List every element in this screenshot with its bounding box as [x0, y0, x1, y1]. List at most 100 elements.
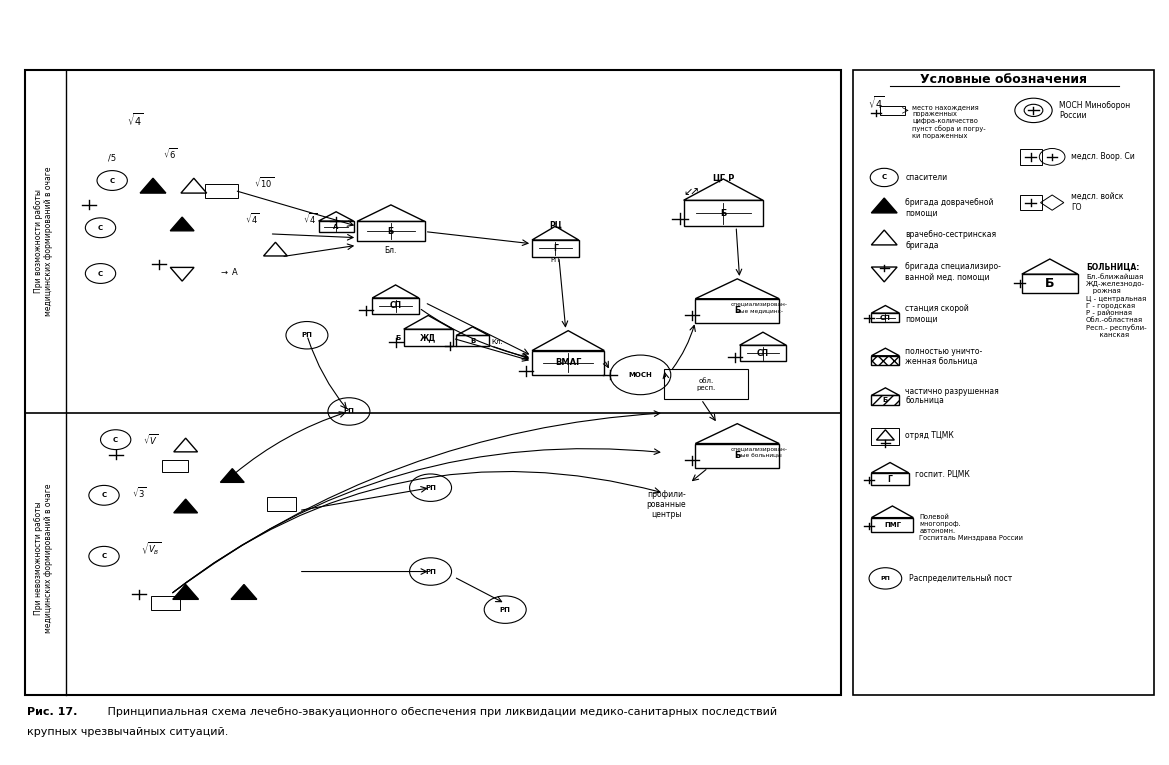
Text: $\sqrt{4}$: $\sqrt{4}$ — [127, 111, 144, 128]
Text: ЦГ.Р: ЦГ.Р — [712, 174, 734, 183]
Text: C: C — [102, 553, 106, 559]
Polygon shape — [1022, 274, 1078, 292]
Polygon shape — [174, 499, 198, 513]
Text: обл.
респ.: обл. респ. — [697, 377, 715, 390]
Bar — [852, 70, 1154, 695]
Polygon shape — [684, 200, 763, 226]
Text: Б: Б — [883, 397, 888, 403]
Text: Кл.: Кл. — [491, 339, 503, 345]
Text: Распределительный пост: Распределительный пост — [908, 574, 1012, 583]
Bar — [879, 106, 905, 115]
Bar — [206, 184, 238, 198]
Text: ПМГ: ПМГ — [884, 522, 901, 528]
Polygon shape — [231, 584, 257, 599]
Polygon shape — [696, 424, 780, 444]
Text: $\sqrt{4}$: $\sqrt{4}$ — [303, 211, 318, 226]
Text: специализирован-
ные медицинс-: специализирован- ные медицинс- — [731, 302, 788, 313]
Polygon shape — [456, 327, 489, 335]
Text: МОСН Миноборон
России: МОСН Миноборон России — [1059, 101, 1130, 120]
Text: Условные обозначения: Условные обозначения — [920, 73, 1087, 86]
Bar — [268, 496, 297, 510]
Text: Принципиальная схема лечебно-эвакуационного обеспечения при ликвидации медико-са: Принципиальная схема лечебно-эвакуационн… — [104, 707, 777, 718]
Text: бригада специализиро-
ванной мед. помощи: бригада специализиро- ванной мед. помощи — [905, 262, 1001, 282]
Polygon shape — [532, 226, 579, 240]
Text: РЦ: РЦ — [549, 221, 562, 230]
Polygon shape — [871, 506, 913, 518]
Polygon shape — [357, 221, 424, 242]
Polygon shape — [871, 313, 899, 322]
Text: Полевой
мнoгопроф.
автономн.
Госпиталь Минздрава России: Полевой мнoгопроф. автономн. Госпиталь М… — [919, 514, 1023, 542]
Bar — [871, 428, 899, 445]
Polygon shape — [171, 217, 194, 231]
Text: РП: РП — [344, 409, 354, 415]
Polygon shape — [403, 315, 452, 329]
Bar — [1019, 195, 1042, 210]
Bar — [664, 369, 748, 399]
Text: место нахождения
пораженных
цифра-количество
пунст сбора и погру-
ки пораженных: место нахождения пораженных цифра-количе… — [912, 103, 985, 138]
Text: Б: Б — [395, 335, 400, 341]
Text: C: C — [113, 437, 118, 443]
Text: А: А — [333, 223, 339, 230]
Polygon shape — [696, 444, 780, 468]
Text: $\sqrt{10}$: $\sqrt{10}$ — [254, 175, 274, 190]
Text: профили-
рованные
центры: профили- рованные центры — [646, 490, 686, 519]
Polygon shape — [532, 330, 604, 350]
Text: Б: Б — [470, 337, 475, 343]
Text: C: C — [102, 493, 106, 498]
Text: Б: Б — [734, 451, 740, 461]
Text: СП: СП — [756, 349, 769, 358]
Bar — [151, 596, 180, 610]
Text: C: C — [881, 174, 887, 181]
Text: $\swarrow\!\!\!\!\nearrow$: $\swarrow\!\!\!\!\nearrow$ — [682, 187, 700, 197]
Text: Г: Г — [553, 244, 558, 253]
Text: БОЛЬНИЦА:: БОЛЬНИЦА: — [1086, 263, 1140, 272]
Text: РП: РП — [426, 568, 436, 575]
Polygon shape — [221, 469, 244, 483]
Text: РП: РП — [551, 257, 560, 262]
Polygon shape — [1022, 259, 1078, 274]
Polygon shape — [456, 335, 489, 346]
Text: Б: Б — [1045, 277, 1054, 290]
Text: Б: Б — [734, 307, 740, 315]
Polygon shape — [319, 212, 353, 221]
Polygon shape — [871, 198, 897, 213]
Polygon shape — [871, 396, 899, 405]
Text: $\sqrt{V_B}$: $\sqrt{V_B}$ — [140, 541, 161, 557]
Text: СП: СП — [389, 301, 402, 311]
Polygon shape — [871, 388, 899, 396]
Text: РП: РП — [426, 485, 436, 490]
Text: отряд ТЦМК: отряд ТЦМК — [905, 431, 954, 441]
Polygon shape — [871, 473, 908, 486]
Text: При возможности работы
медицинских формирований в очаге: При возможности работы медицинских форми… — [34, 167, 53, 316]
Polygon shape — [871, 356, 899, 365]
Polygon shape — [140, 178, 166, 193]
Polygon shape — [532, 240, 579, 257]
Polygon shape — [871, 463, 908, 473]
Text: $\rightarrow$ A: $\rightarrow$ A — [219, 266, 240, 278]
Text: бригада доврачебной
помощи: бригада доврачебной помощи — [905, 198, 994, 218]
Text: $\sqrt{4}$: $\sqrt{4}$ — [244, 211, 260, 226]
Text: СП: СП — [880, 314, 891, 321]
Text: $\sqrt{V}$: $\sqrt{V}$ — [143, 432, 158, 447]
Text: Б: Б — [388, 227, 394, 236]
Text: Рис. 17.: Рис. 17. — [27, 707, 77, 718]
Polygon shape — [871, 348, 899, 356]
Text: При невозможности работы
медицинских формирований в очаге: При невозможности работы медицинских фор… — [34, 483, 53, 633]
Text: спасители: спасители — [905, 173, 947, 182]
Polygon shape — [871, 305, 899, 313]
Bar — [25, 70, 841, 695]
Text: Б: Б — [720, 209, 726, 218]
Polygon shape — [740, 345, 787, 361]
Polygon shape — [372, 298, 419, 314]
Text: МОСН: МОСН — [629, 372, 652, 378]
Text: госпит. РЦМК: госпит. РЦМК — [914, 470, 969, 478]
Text: $\sqrt{4}$: $\sqrt{4}$ — [867, 94, 884, 111]
Text: РП: РП — [500, 607, 511, 613]
Polygon shape — [740, 332, 787, 345]
Polygon shape — [173, 584, 199, 599]
Text: C: C — [98, 271, 103, 276]
Text: РП: РП — [302, 332, 312, 338]
Text: врачебно-сестринская
бригада: врачебно-сестринская бригада — [905, 230, 996, 249]
Text: медсл. Воор. Си: медсл. Воор. Си — [1071, 151, 1135, 161]
Bar — [162, 461, 188, 473]
